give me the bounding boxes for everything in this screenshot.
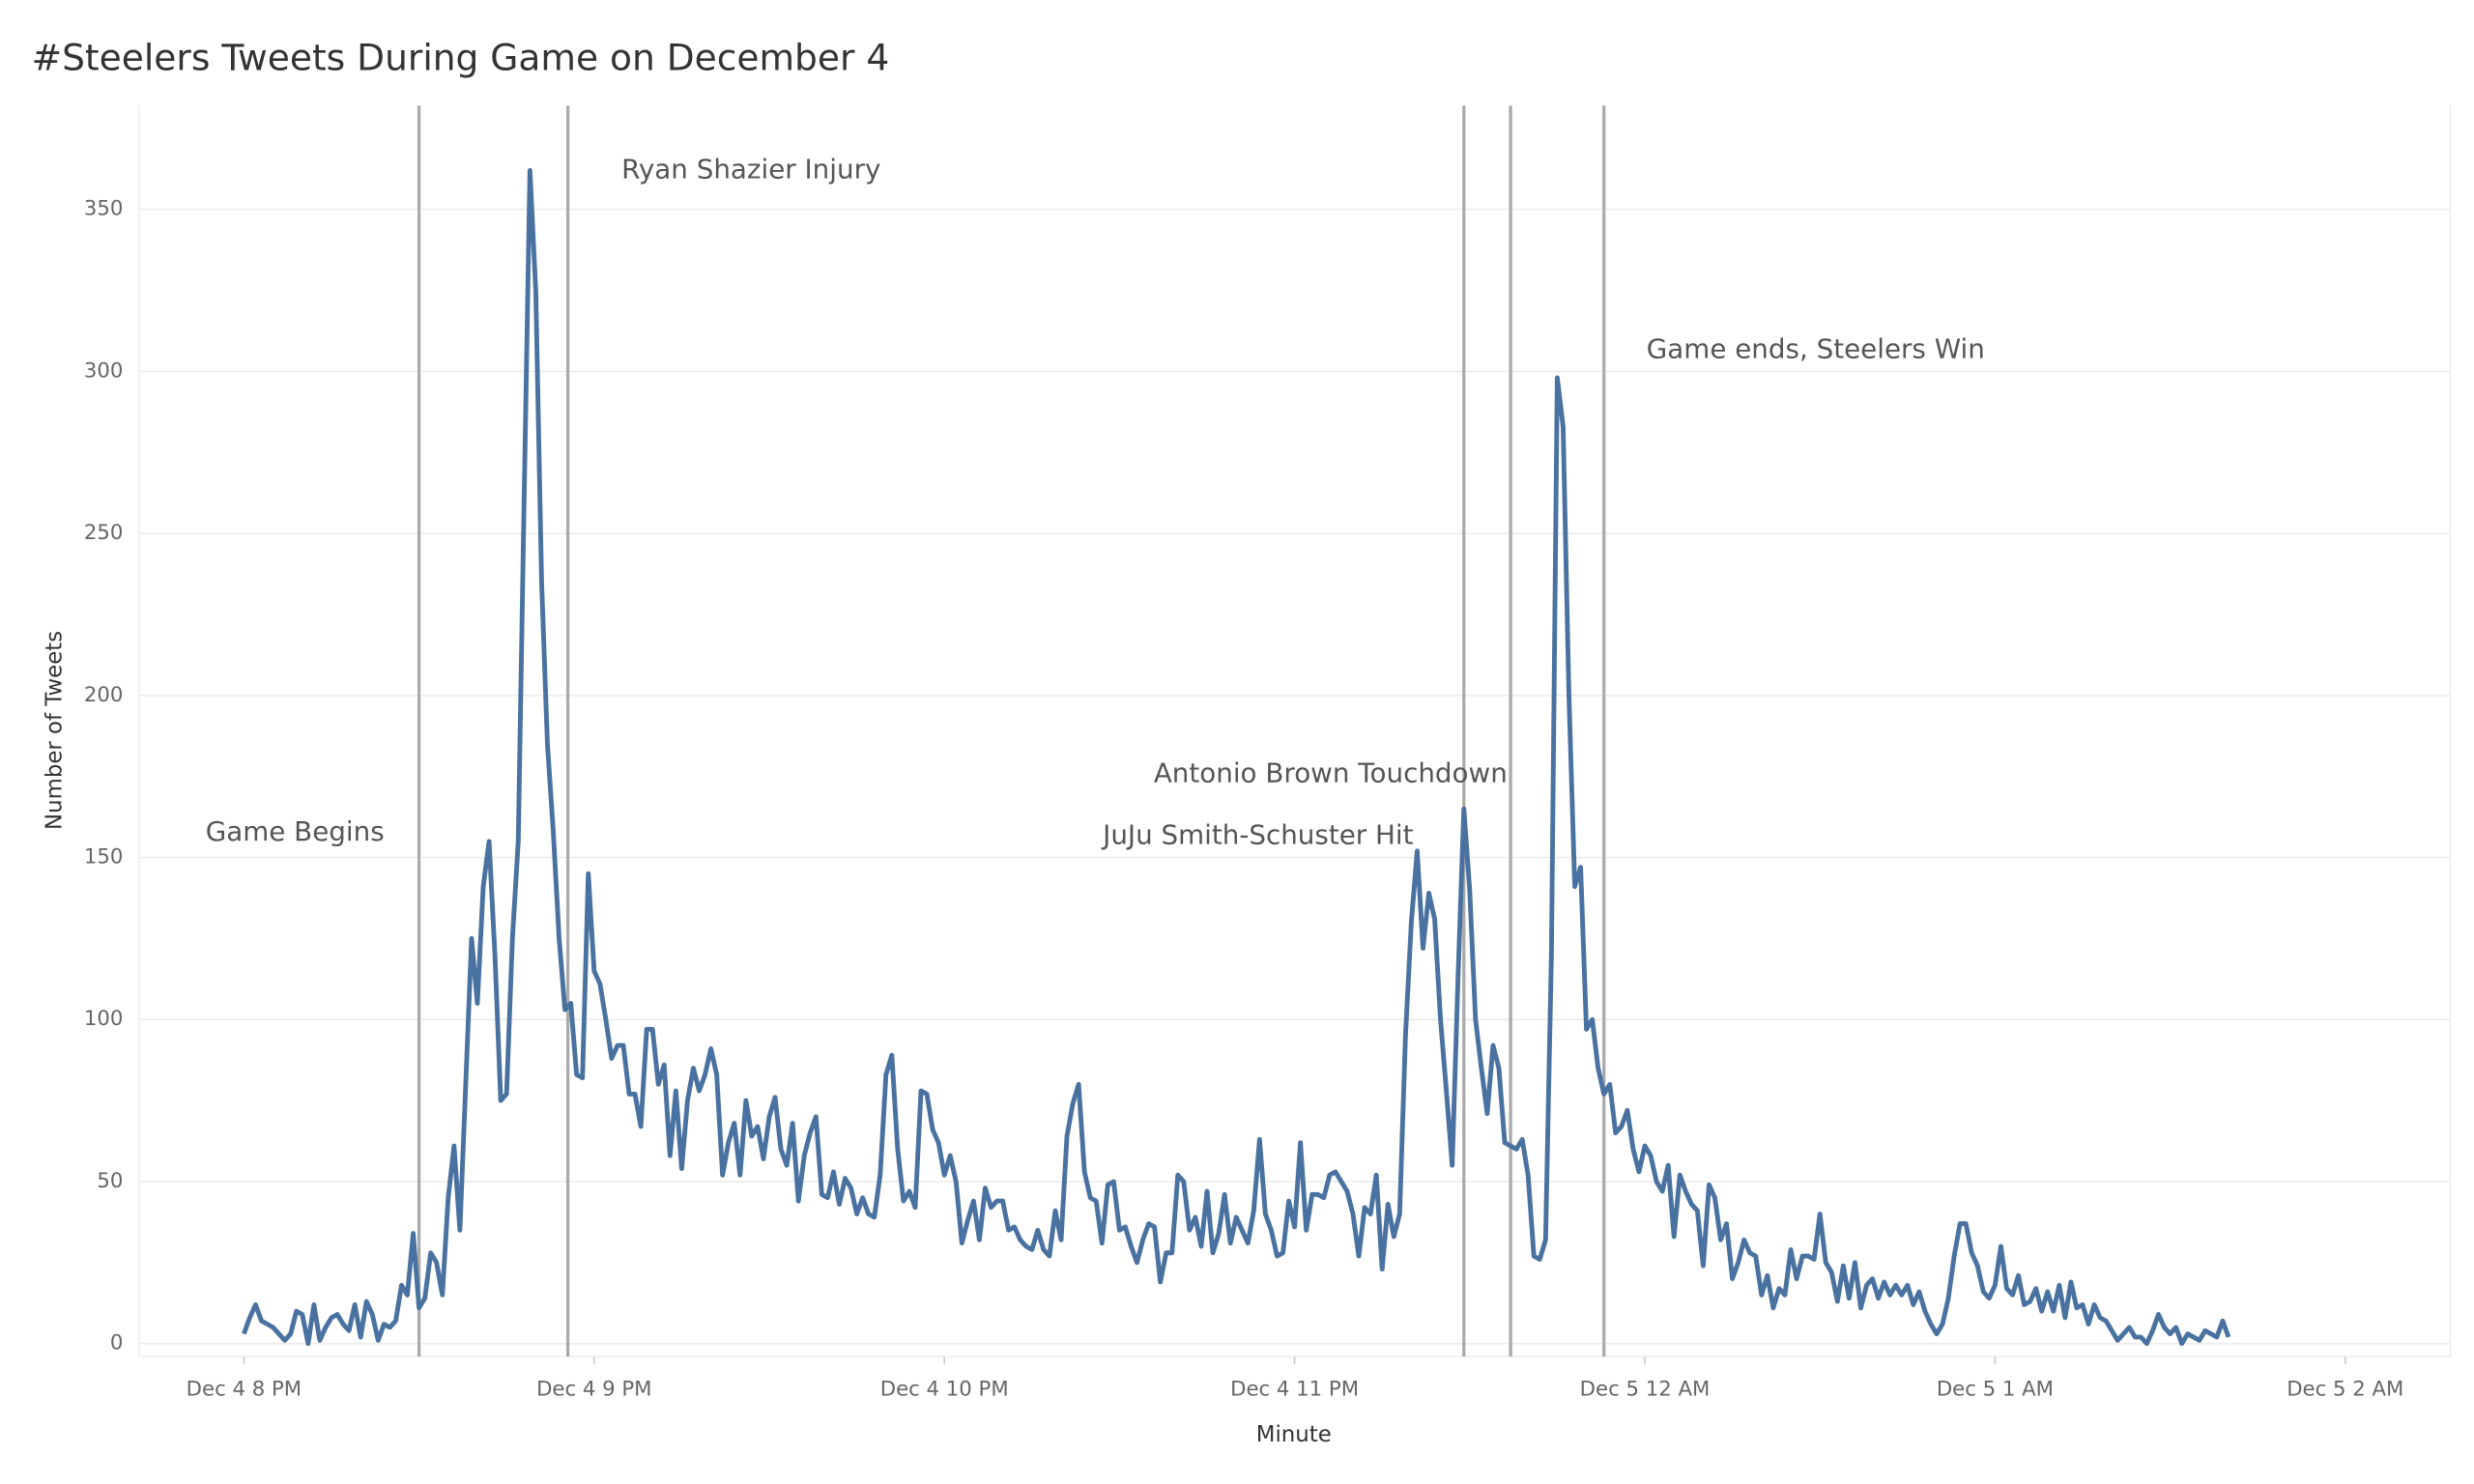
y-tick-label: 150 bbox=[84, 845, 124, 870]
annotation-label: Game Begins bbox=[206, 815, 385, 847]
x-tick-label: Dec 4 9 PM bbox=[536, 1377, 651, 1401]
y-tick-label: 200 bbox=[84, 683, 124, 707]
annotation-label: Antonio Brown Touchdown bbox=[1154, 757, 1508, 789]
series-line bbox=[242, 168, 2231, 1347]
y-tick-label: 250 bbox=[84, 521, 124, 545]
x-tick-label: Dec 5 1 AM bbox=[1937, 1377, 2054, 1401]
y-tick-label: 300 bbox=[84, 358, 124, 383]
y-tick-label: 100 bbox=[84, 1007, 124, 1031]
x-tick-label: Dec 5 12 AM bbox=[1580, 1377, 1711, 1401]
annotation-label: JuJu Smith-Schuster Hit bbox=[1101, 818, 1413, 850]
y-tick-label: 0 bbox=[110, 1331, 124, 1356]
annotation-label: Game ends, Steelers Win bbox=[1647, 332, 1985, 364]
x-axis-label: Minute bbox=[1256, 1422, 1332, 1447]
x-tick-label: Dec 4 11 PM bbox=[1230, 1377, 1359, 1401]
y-tick-label: 350 bbox=[84, 197, 124, 221]
chart-title: #Steelers Tweets During Game on December… bbox=[32, 37, 890, 79]
y-tick-label: 50 bbox=[97, 1169, 123, 1193]
x-tick-label: Dec 4 10 PM bbox=[880, 1377, 1009, 1401]
x-tick-label: Dec 4 8 PM bbox=[187, 1377, 302, 1401]
annotation-label: Ryan Shazier Injury bbox=[621, 153, 880, 185]
y-axis-label: Number of Tweets bbox=[43, 631, 68, 830]
x-tick-label: Dec 5 2 AM bbox=[2287, 1377, 2403, 1401]
